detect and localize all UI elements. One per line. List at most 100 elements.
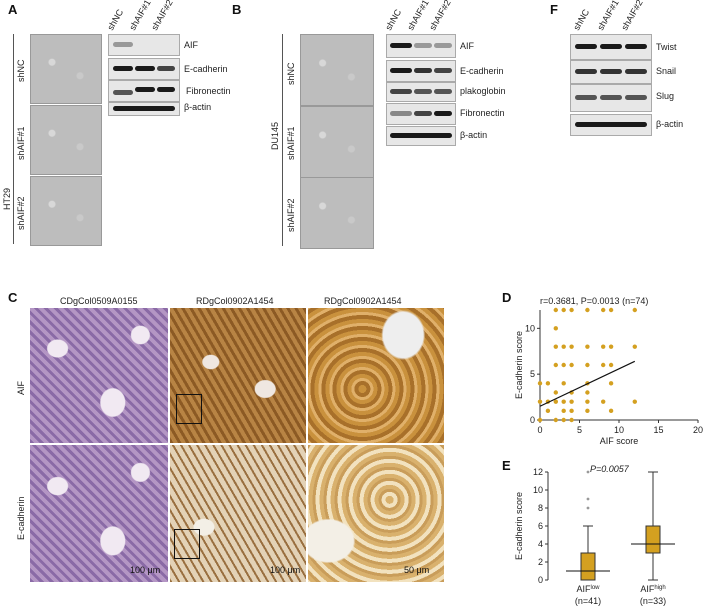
blot-label-a-1: E-cadherin: [184, 64, 228, 74]
scatter-point-26: [569, 307, 574, 313]
blot-b-aif: [386, 34, 456, 58]
blot-a-fibronectin: [108, 80, 180, 102]
scatter-point-29: [585, 390, 590, 395]
blot-label-f-2: Slug: [656, 91, 675, 101]
blot-a-aif: [108, 34, 180, 56]
cell-line-label-a: HT29: [2, 187, 12, 210]
ihc-aif-zoom: [308, 308, 444, 443]
scatter-point-39: [608, 381, 614, 386]
scatter-point-40: [608, 362, 614, 368]
row-label-b-1: shAIF#1: [286, 126, 296, 160]
scatter-point-17: [561, 362, 566, 368]
annotation-e: P=0.0057: [590, 464, 629, 474]
box-outlier-0-1: [586, 497, 590, 501]
scatter-point-22: [569, 399, 574, 404]
box-chart: 0 2 4 6 8 10 12 E-cadherin score AIFlow (n=41) AIF…: [514, 467, 675, 606]
lane-label-f-0: shNC: [571, 7, 592, 33]
micrograph-a-shaif2: [30, 176, 102, 246]
scatter-point-20: [569, 417, 574, 423]
x-tick-label-3: 15: [653, 425, 663, 435]
scatter-point-24: [569, 362, 574, 368]
blot-f-twist: [570, 34, 652, 60]
x-axis-label: AIF score: [600, 436, 639, 446]
scatter-point-45: [632, 307, 637, 313]
blot-f-snail: [570, 60, 652, 84]
blot-label-b-1: E-cadherin: [460, 66, 504, 76]
panel-label-d: D: [502, 290, 512, 305]
scatter-point-21: [569, 408, 574, 414]
x-tick-label-4: 20: [693, 425, 703, 435]
blot-label-b-3: Fibronectin: [460, 108, 505, 118]
column-title-c-2: RDgCol0902A1454: [324, 296, 402, 306]
scatter-point-41: [608, 344, 614, 349]
scale-bar-c-1: 100 μm: [270, 565, 301, 575]
scale-bar-c-0: 100 μm: [130, 565, 161, 575]
blot-label-f-1: Snail: [656, 66, 677, 76]
cell-line-label-b: DU145: [270, 121, 280, 150]
micrograph-b-shaif2: [300, 177, 374, 249]
scatter-point-32: [585, 344, 590, 349]
scatter-point-34: [601, 399, 606, 404]
scatter-point-36: [601, 344, 606, 349]
blot-a-bactin: [108, 102, 180, 116]
micrograph-b-shaif1: [300, 106, 374, 178]
micrograph-a-shaif1: [30, 105, 102, 175]
row-label-b-0: shNC: [286, 62, 296, 85]
scatter-point-15: [561, 399, 566, 404]
row-label-b-2: shAIF#2: [286, 198, 296, 232]
box-y-axis-label: E-cadherin score: [514, 492, 524, 560]
blot-label-b-2: plakoglobin: [460, 86, 506, 96]
scatter-point-31: [585, 362, 590, 368]
blot-b-plakoglobin: [386, 82, 456, 102]
box-y-tick-label-1: 2: [538, 557, 543, 567]
blot-f-slug: [570, 84, 652, 112]
column-title-c-1: RDgCol0902A1454: [196, 296, 274, 306]
scatter-point-9: [553, 362, 558, 368]
scatter-point-1: [537, 399, 543, 404]
scatter-point-19: [561, 307, 566, 313]
scatter-point-33: [585, 307, 590, 313]
ihc-ecad-zoom: 50 μm: [308, 445, 444, 582]
bracket-line-b: [282, 34, 283, 246]
box-y-tick-label-5: 10: [533, 485, 543, 495]
y-axis-label: E-cadherin score: [514, 331, 524, 399]
x-tick-label-1: 5: [577, 425, 582, 435]
panel-label-e: E: [502, 458, 511, 473]
scatter-point-35: [601, 362, 606, 368]
x-tick-label-2: 10: [614, 425, 624, 435]
blot-b-ecadherin: [386, 60, 456, 82]
panel-label-b: B: [232, 2, 242, 17]
column-title-c-0: CDgCol0509A0155: [60, 296, 138, 306]
micrograph-a-shnc: [30, 34, 102, 104]
ihc-ecad-low: 100 μm: [30, 445, 168, 582]
scatter-point-8: [553, 390, 558, 395]
blot-a-ecadherin: [108, 58, 180, 80]
scatter-point-12: [553, 307, 558, 313]
scale-bar-c-2: 50 μm: [404, 565, 430, 575]
scatter-point-27: [585, 408, 590, 414]
lane-label-b-2: shAIF#2: [427, 0, 453, 32]
scatter-point-38: [608, 408, 614, 414]
y-tick-label-1: 5: [530, 369, 535, 379]
scatter-point-44: [632, 344, 637, 349]
scatter-point-28: [585, 399, 590, 404]
box-outlier-0-0: [586, 506, 590, 510]
panel-label-f: F: [550, 2, 558, 17]
y-tick-label-2: 10: [525, 323, 535, 333]
blot-f-bactin: [570, 114, 652, 136]
lane-label-f-2: shAIF#2: [619, 0, 645, 32]
blot-b-fibronectin: [386, 103, 456, 125]
blot-label-a-2: Fibronectin: [186, 86, 231, 96]
box-y-tick-label-2: 4: [538, 539, 543, 549]
box-group-label-0: AIFlow: [576, 584, 600, 594]
ihc-ecad-high: 100 μm: [170, 445, 306, 582]
scatter-point-11: [553, 326, 558, 331]
box-outlier-0-2: [586, 470, 590, 474]
lane-label-f-1: shAIF#1: [595, 0, 621, 32]
scatter-point-18: [561, 344, 566, 349]
lane-label-a-2: shAIF#2: [149, 0, 175, 32]
box-group-n-0: (n=41): [575, 596, 601, 606]
box-group-label-1: AIFhigh: [640, 584, 665, 594]
micrograph-b-shnc: [300, 34, 374, 106]
